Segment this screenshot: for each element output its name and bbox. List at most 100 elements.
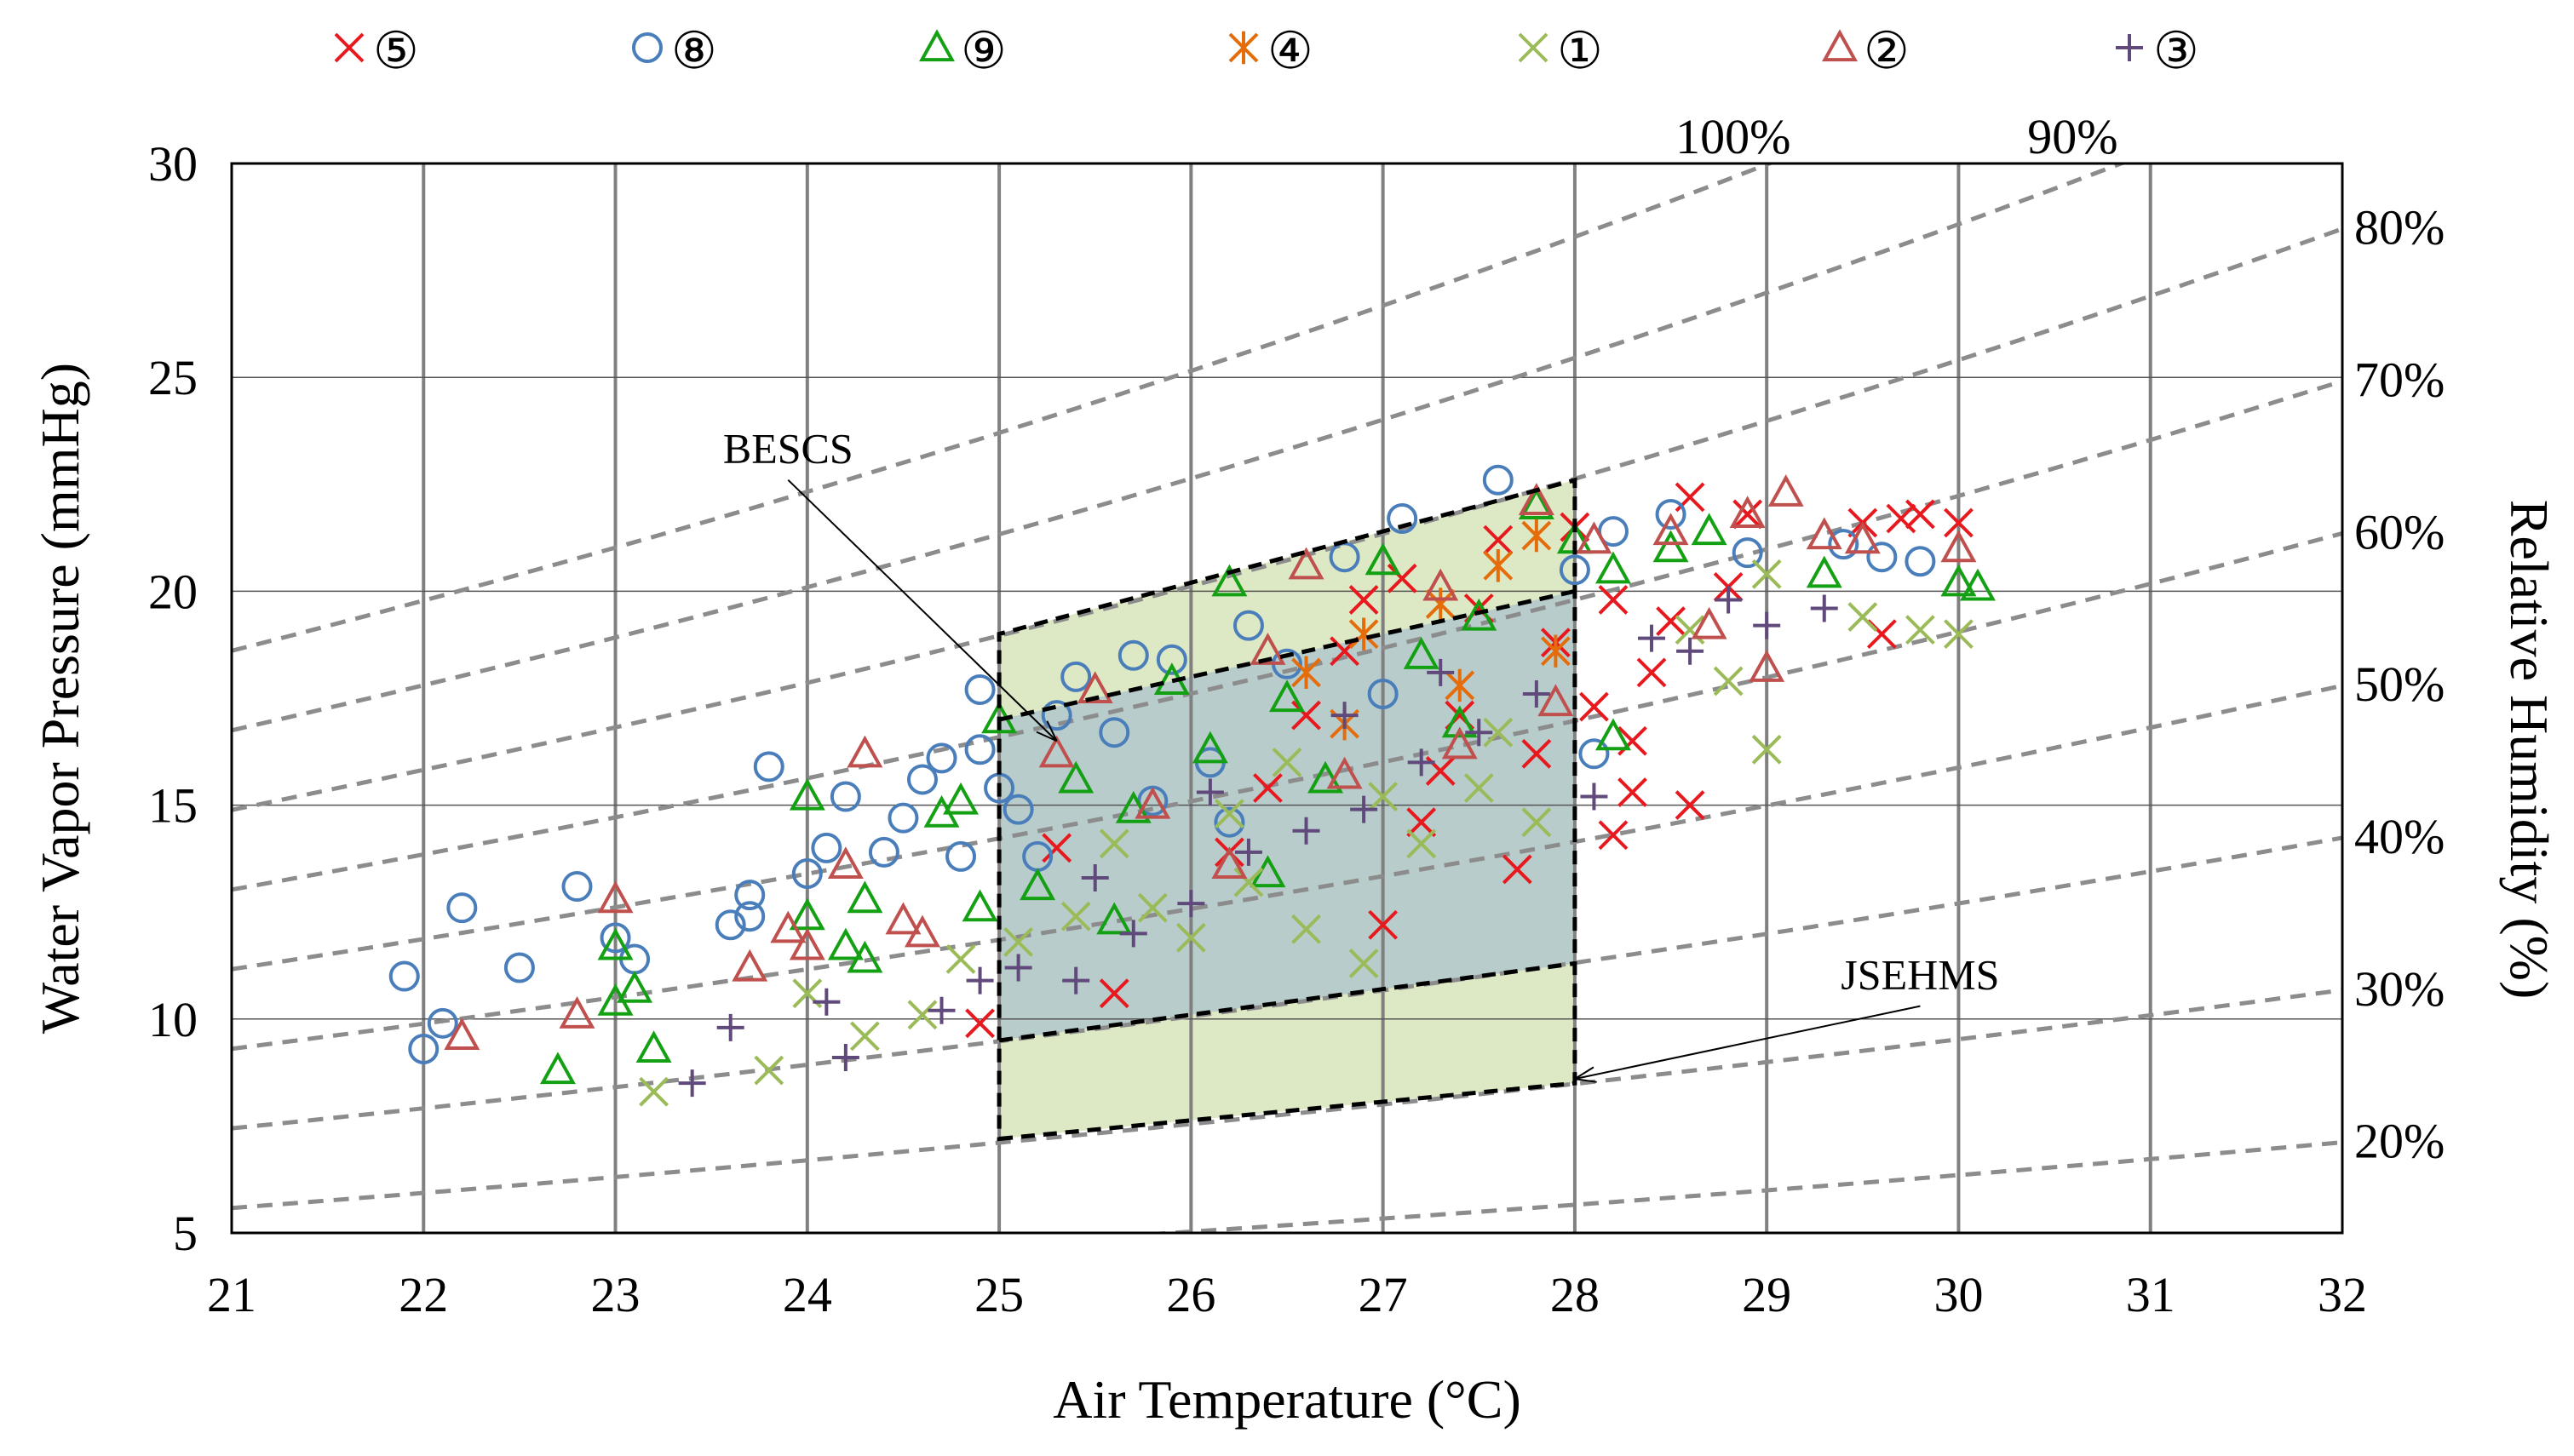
- data-point: [678, 1069, 706, 1098]
- data-point: [1177, 890, 1205, 918]
- data-point: [906, 764, 938, 795]
- data-point: [1732, 537, 1763, 569]
- series-②: [444, 474, 1977, 1050]
- data-points: [388, 464, 1996, 1107]
- zone-border-jsehms: [997, 477, 1577, 1142]
- data-point: [1060, 661, 1092, 692]
- x-tick-label: 26: [1166, 1267, 1215, 1322]
- data-point: [503, 952, 535, 983]
- data-point: [1559, 554, 1590, 586]
- data-point: [1422, 568, 1459, 601]
- data-point: [1767, 474, 1804, 507]
- rh-label-90: 90%: [2027, 109, 2117, 164]
- data-point: [1676, 637, 1704, 665]
- annotation-leader-line: [787, 479, 1058, 742]
- data-point: [600, 922, 631, 954]
- data-point: [732, 949, 768, 982]
- data-point: [1597, 516, 1629, 547]
- data-point: [945, 944, 976, 974]
- data-point: [1060, 901, 1091, 931]
- data-point: [789, 927, 825, 960]
- x-tick-label: 32: [2318, 1267, 2367, 1322]
- data-point: [1483, 549, 1514, 582]
- rh-label-40: 40%: [2354, 809, 2445, 864]
- legend-label: ③: [2153, 21, 2199, 81]
- relative-humidity-labels: 20% 30% 40% 50% 60% 70% 80% 90% 100%: [1675, 109, 2445, 1169]
- data-point: [1636, 657, 1667, 688]
- data-point: [849, 1021, 880, 1052]
- rh-curve-100: [232, 163, 1776, 653]
- legend-marker: [1822, 29, 1858, 62]
- x-tick-label: 22: [399, 1267, 448, 1322]
- axes: 21 22 23 24 25 26 27 28 29 30 31 32 5 10 15 20 25 30: [148, 136, 2367, 1322]
- data-point: [813, 988, 841, 1016]
- zone-border-bescs: [998, 588, 1576, 1043]
- data-point: [1652, 513, 1689, 546]
- data-point: [1081, 864, 1109, 892]
- legend-label: ⑤: [373, 21, 419, 81]
- data-point: [1348, 585, 1379, 615]
- data-point: [965, 1008, 995, 1039]
- data-point: [1638, 624, 1666, 652]
- data-point: [1211, 564, 1248, 597]
- data-point: [1003, 794, 1034, 825]
- data-point: [1753, 611, 1781, 639]
- data-point: [830, 781, 861, 812]
- data-point: [943, 782, 980, 815]
- rh-curve-80: [232, 226, 2342, 812]
- x-tick-label: 30: [1933, 1267, 1983, 1322]
- data-point: [1387, 563, 1417, 593]
- data-point: [1905, 546, 1936, 577]
- data-point: [1003, 926, 1034, 957]
- data-point: [811, 832, 842, 863]
- data-point: [1483, 717, 1514, 748]
- data-point: [1578, 738, 1610, 770]
- data-point: [427, 1007, 458, 1039]
- data-point: [868, 836, 899, 868]
- data-point: [964, 734, 996, 765]
- data-point: [1940, 564, 1977, 597]
- data-point: [1940, 530, 1977, 563]
- relative-humidity-curves: [232, 163, 2342, 1233]
- data-point: [827, 846, 864, 880]
- data-point: [885, 902, 922, 935]
- annotation-arrowhead: [1574, 1066, 1597, 1083]
- data-point: [1441, 705, 1478, 738]
- data-point: [561, 871, 593, 903]
- annotation-bescs: BESCS: [723, 425, 853, 473]
- series-③: [678, 586, 1838, 1098]
- data-point: [1540, 634, 1571, 668]
- data-point: [1211, 846, 1248, 880]
- data-point: [1215, 799, 1244, 829]
- data-point: [1253, 773, 1283, 803]
- data-point: [1537, 684, 1574, 717]
- data-point: [1580, 782, 1608, 811]
- legend-label: ⑧: [671, 21, 717, 81]
- data-point: [1594, 551, 1631, 584]
- data-point: [1675, 790, 1705, 821]
- data-point: [888, 802, 919, 834]
- legend-label: ④: [1267, 21, 1313, 81]
- data-point: [1522, 679, 1550, 708]
- data-point: [753, 751, 784, 782]
- legend-label: ⑨: [961, 21, 1007, 81]
- rh-label-80: 80%: [2354, 200, 2445, 255]
- data-point: [1445, 668, 1475, 702]
- data-point: [1330, 702, 1359, 730]
- data-point: [962, 889, 998, 922]
- data-point: [904, 914, 940, 948]
- data-point: [1886, 503, 1916, 534]
- data-point: [847, 880, 883, 914]
- data-point: [1368, 909, 1399, 940]
- data-point: [1387, 502, 1418, 534]
- data-point: [1099, 978, 1129, 1009]
- data-point: [1020, 868, 1056, 901]
- data-point: [847, 735, 883, 768]
- data-point: [1232, 610, 1264, 641]
- x-tick-label: 28: [1550, 1267, 1600, 1322]
- data-point: [791, 857, 823, 889]
- data-point: [444, 1017, 480, 1050]
- data-point: [1691, 606, 1727, 639]
- data-point: [907, 1000, 938, 1030]
